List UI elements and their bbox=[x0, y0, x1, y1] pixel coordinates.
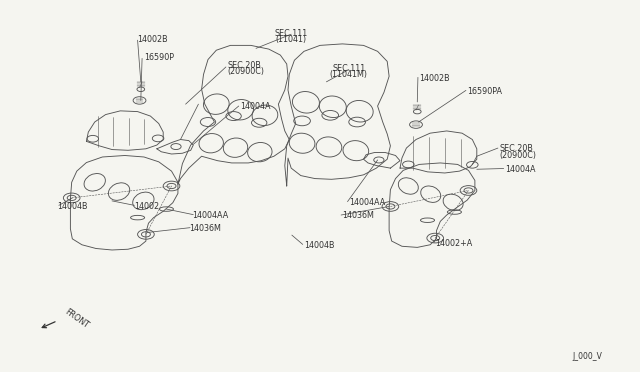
Text: 14004AA: 14004AA bbox=[349, 198, 385, 207]
Text: (11041): (11041) bbox=[276, 35, 307, 44]
Text: 16590P: 16590P bbox=[144, 53, 174, 62]
Text: 14004A: 14004A bbox=[506, 165, 536, 174]
Text: 14002: 14002 bbox=[134, 202, 159, 211]
Text: (20900C): (20900C) bbox=[499, 151, 536, 160]
Text: 14036M: 14036M bbox=[342, 211, 374, 220]
Text: J_000_V: J_000_V bbox=[573, 352, 603, 361]
Text: SEC.111: SEC.111 bbox=[275, 29, 308, 38]
Text: 14002B: 14002B bbox=[138, 35, 168, 44]
Text: (11041M): (11041M) bbox=[330, 70, 368, 79]
Text: SEC.111: SEC.111 bbox=[332, 64, 365, 73]
Text: 14036M: 14036M bbox=[189, 224, 221, 233]
Text: FRONT: FRONT bbox=[63, 308, 90, 331]
Text: 14004AA: 14004AA bbox=[192, 211, 228, 220]
Text: SEC.20B: SEC.20B bbox=[227, 61, 261, 70]
Text: 14004B: 14004B bbox=[58, 202, 88, 211]
Text: 14004B: 14004B bbox=[304, 241, 335, 250]
Text: 16590PA: 16590PA bbox=[467, 87, 502, 96]
Text: 14002B: 14002B bbox=[419, 74, 450, 83]
Text: (20900C): (20900C) bbox=[227, 67, 264, 76]
Text: SEC.20B: SEC.20B bbox=[499, 144, 533, 153]
Text: 14004A: 14004A bbox=[240, 102, 271, 110]
Text: 14002+A: 14002+A bbox=[435, 239, 472, 248]
